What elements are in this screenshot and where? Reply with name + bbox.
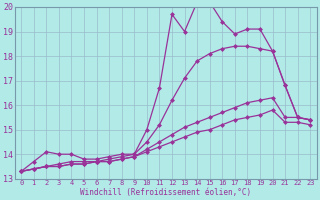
X-axis label: Windchill (Refroidissement éolien,°C): Windchill (Refroidissement éolien,°C) <box>80 188 251 197</box>
